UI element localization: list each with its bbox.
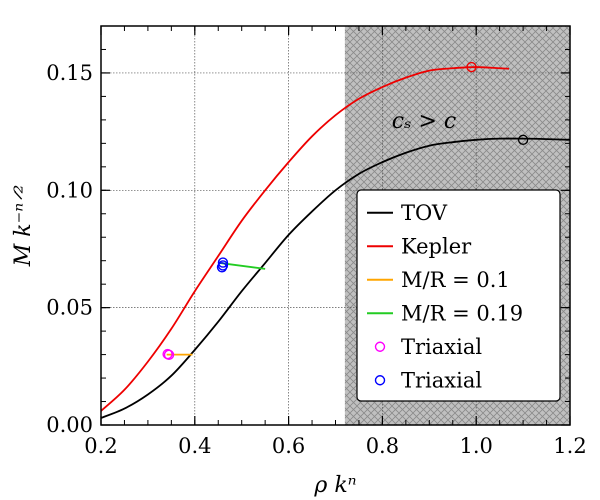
triaxial-marker <box>163 349 175 361</box>
max-mass-marker-tov <box>517 134 529 145</box>
x-tick-label: 1.0 <box>459 434 492 458</box>
legend-marker <box>374 341 386 352</box>
y-tick-label: 0.00 <box>46 413 93 437</box>
x-tick-label: 1.2 <box>553 434 586 458</box>
series-line-kepler <box>101 66 510 412</box>
series-line-m-r-0-19 <box>220 262 266 270</box>
shaded-region-label: cₛ > c <box>392 109 456 134</box>
legend-label: Triaxial <box>401 368 482 392</box>
y-tick-label: 0.15 <box>46 61 93 85</box>
legend-label: M/R = 0.1 <box>401 268 510 292</box>
max-mass-marker-kepler <box>466 61 477 73</box>
x-tick-label: 0.8 <box>366 434 399 458</box>
legend-marker <box>374 375 386 386</box>
x-tick-label: 0.6 <box>272 434 305 458</box>
legend-box <box>356 189 561 402</box>
x-axis-label: ρ kⁿ <box>313 473 356 498</box>
x-tick-label: 0.2 <box>84 434 117 458</box>
legend-label: M/R = 0.19 <box>401 301 523 325</box>
legend: TOV Kepler M/R = 0.1 M/R = 0.19 Triaxial Tria… <box>356 189 561 402</box>
legend-label: TOV <box>401 201 448 225</box>
series-line-tov <box>101 137 570 419</box>
legend-label: Triaxial <box>401 335 482 359</box>
legend-label: Kepler <box>401 234 472 258</box>
triaxial-marker <box>217 257 229 268</box>
triaxial-marker <box>216 262 228 273</box>
y-axis-label: M k⁻ⁿᐟ² <box>11 185 36 268</box>
x-tick-label: 0.4 <box>178 434 211 458</box>
y-tick-label: 0.10 <box>46 178 93 202</box>
y-tick-label: 0.05 <box>46 296 93 320</box>
